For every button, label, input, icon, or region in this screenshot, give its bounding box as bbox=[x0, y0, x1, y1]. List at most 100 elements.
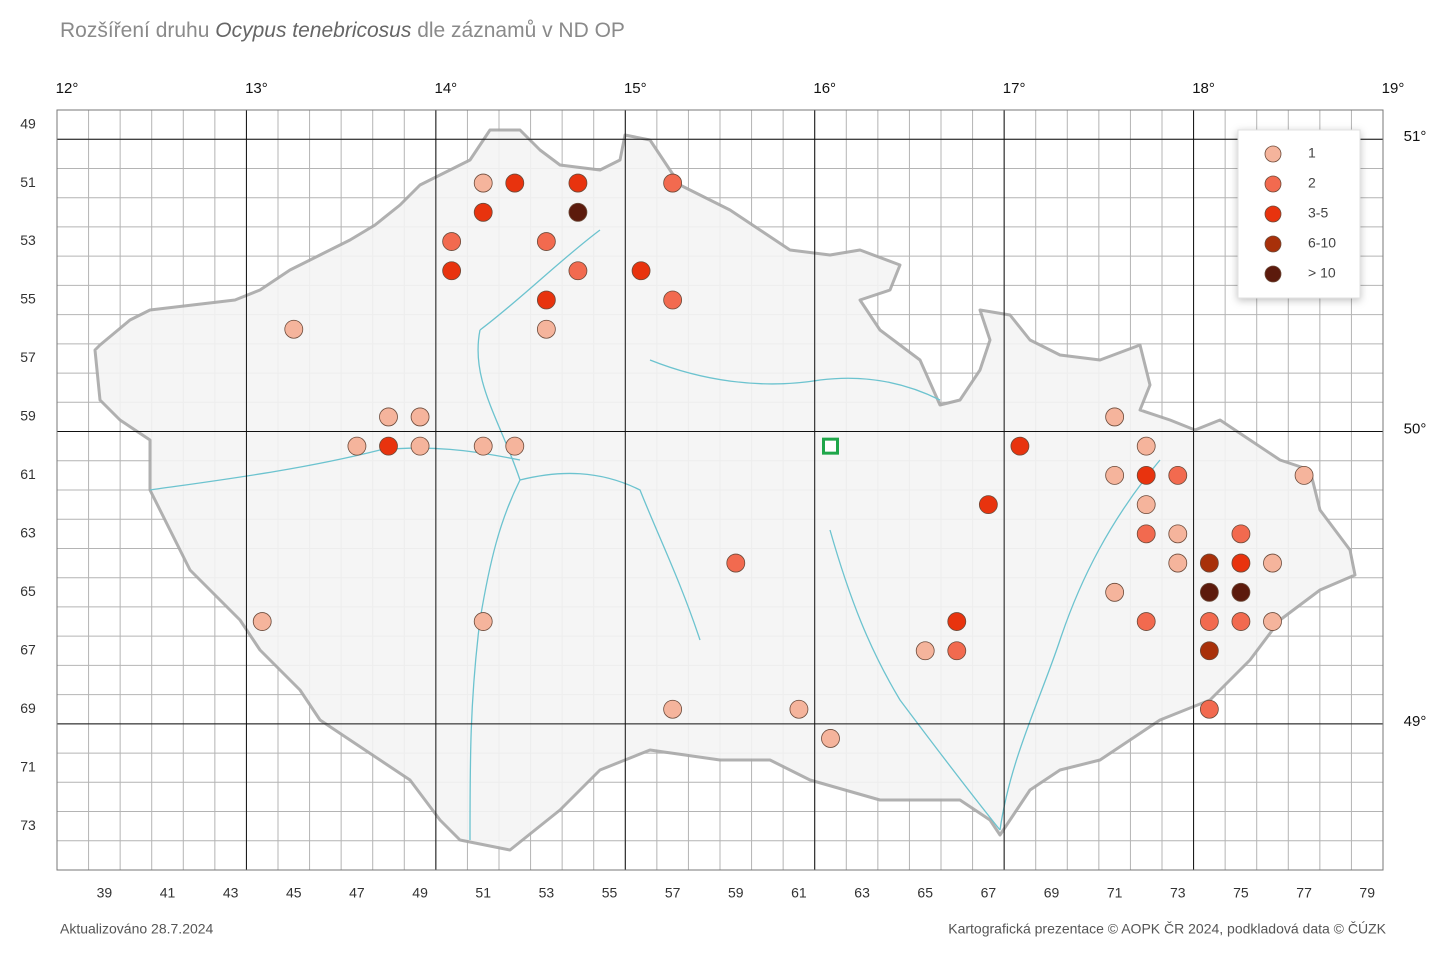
record-dot bbox=[1105, 582, 1125, 602]
column-label: 41 bbox=[160, 885, 176, 901]
record-dot bbox=[1294, 465, 1314, 485]
record-dot bbox=[663, 173, 683, 193]
legend-label: 6-10 bbox=[1308, 235, 1336, 251]
longitude-label: 19° bbox=[1382, 80, 1405, 97]
title-species: Ocypus tenebricosus bbox=[215, 19, 412, 42]
record-dot bbox=[379, 407, 398, 427]
longitude-label: 15° bbox=[624, 80, 647, 97]
record-dot bbox=[1136, 612, 1156, 631]
record-dot bbox=[1105, 407, 1125, 427]
row-label: 59 bbox=[20, 408, 36, 424]
column-label: 43 bbox=[223, 885, 239, 901]
row-label: 71 bbox=[20, 758, 36, 774]
legend-label: 3-5 bbox=[1308, 205, 1328, 221]
record-dot bbox=[379, 436, 398, 456]
legend-items: 1 2 3-5 6-10 > 10 bbox=[1264, 145, 1336, 283]
column-label: 65 bbox=[917, 885, 933, 901]
legend-label: 2 bbox=[1308, 175, 1316, 191]
record-dot bbox=[1199, 582, 1219, 602]
legend-swatch bbox=[1264, 205, 1282, 223]
record-dot bbox=[1136, 495, 1156, 515]
title-prefix: Rozšíření druhu bbox=[60, 19, 215, 42]
record-dot bbox=[568, 173, 588, 193]
record-dot bbox=[1168, 465, 1188, 485]
column-label: 51 bbox=[475, 885, 491, 901]
column-label: 71 bbox=[1107, 885, 1123, 901]
record-dot bbox=[410, 407, 430, 427]
column-label: 55 bbox=[602, 885, 618, 901]
legend: 1 2 3-5 6-10 > 10 bbox=[1237, 129, 1361, 299]
map-frame bbox=[56, 109, 1384, 871]
legend-label: 1 bbox=[1308, 145, 1316, 161]
record-dot bbox=[663, 699, 683, 719]
longitude-label: 13° bbox=[245, 80, 268, 97]
legend-swatch bbox=[1264, 175, 1282, 193]
latitude-label: 50° bbox=[1404, 421, 1427, 438]
legend-swatch bbox=[1264, 235, 1282, 253]
record-dot bbox=[252, 612, 272, 631]
record-dot bbox=[663, 290, 683, 310]
row-label: 65 bbox=[20, 583, 36, 599]
longitude-label: 17° bbox=[1003, 80, 1026, 97]
highlight-square bbox=[822, 437, 839, 455]
record-dot bbox=[1199, 699, 1219, 719]
latitude-label: 51° bbox=[1404, 128, 1427, 145]
country-outline bbox=[93, 128, 1357, 852]
column-label: 49 bbox=[412, 885, 428, 901]
record-dot bbox=[1168, 553, 1188, 573]
title-suffix: dle záznamů v ND OP bbox=[411, 19, 625, 42]
column-label: 59 bbox=[728, 885, 744, 901]
column-label: 69 bbox=[1044, 885, 1060, 901]
column-label: 63 bbox=[854, 885, 870, 901]
longitude-label: 16° bbox=[813, 80, 836, 97]
legend-swatch bbox=[1264, 145, 1282, 163]
record-dot bbox=[505, 173, 525, 193]
record-dot bbox=[947, 641, 967, 661]
column-label: 47 bbox=[349, 885, 365, 901]
row-label: 67 bbox=[20, 641, 36, 657]
column-label: 79 bbox=[1359, 885, 1375, 901]
row-label: 53 bbox=[20, 232, 36, 248]
record-dot bbox=[473, 202, 493, 222]
records bbox=[252, 173, 1314, 748]
record-dot bbox=[947, 612, 967, 631]
record-dot bbox=[568, 261, 588, 281]
record-dot bbox=[821, 729, 840, 748]
row-label: 73 bbox=[20, 817, 36, 833]
record-dot bbox=[536, 319, 556, 339]
record-dot bbox=[442, 232, 462, 251]
record-dot bbox=[473, 173, 493, 193]
record-dot bbox=[1136, 524, 1156, 544]
column-label: 61 bbox=[791, 885, 807, 901]
record-dot bbox=[410, 436, 430, 456]
row-label: 57 bbox=[20, 349, 36, 365]
record-dot bbox=[1136, 436, 1156, 456]
record-dot bbox=[473, 436, 493, 456]
row-label: 69 bbox=[20, 700, 36, 716]
row-label: 61 bbox=[20, 466, 36, 482]
row-label: 49 bbox=[20, 115, 36, 131]
longitude-label: 14° bbox=[435, 80, 458, 97]
record-dot bbox=[347, 436, 367, 456]
record-dot bbox=[568, 202, 588, 222]
legend-box bbox=[1237, 129, 1361, 299]
column-label: 67 bbox=[981, 885, 997, 901]
map-title: Rozšíření druhu Ocypus tenebricosus dle … bbox=[60, 19, 625, 42]
record-dot bbox=[442, 261, 462, 281]
record-dot bbox=[473, 612, 493, 631]
column-label: 45 bbox=[286, 885, 302, 901]
record-dot bbox=[726, 553, 746, 573]
row-label: 55 bbox=[20, 291, 36, 307]
record-dot bbox=[1231, 524, 1251, 544]
row-label: 51 bbox=[20, 174, 36, 190]
footer-credits: Kartografická prezentace © AOPK ČR 2024,… bbox=[948, 921, 1386, 937]
longitude-label: 18° bbox=[1192, 80, 1215, 97]
latitude-label: 49° bbox=[1404, 713, 1427, 730]
column-label: 75 bbox=[1233, 885, 1249, 901]
record-dot bbox=[631, 261, 651, 281]
record-dot bbox=[1199, 553, 1219, 573]
column-label: 39 bbox=[97, 885, 113, 901]
record-dot bbox=[1263, 612, 1282, 631]
